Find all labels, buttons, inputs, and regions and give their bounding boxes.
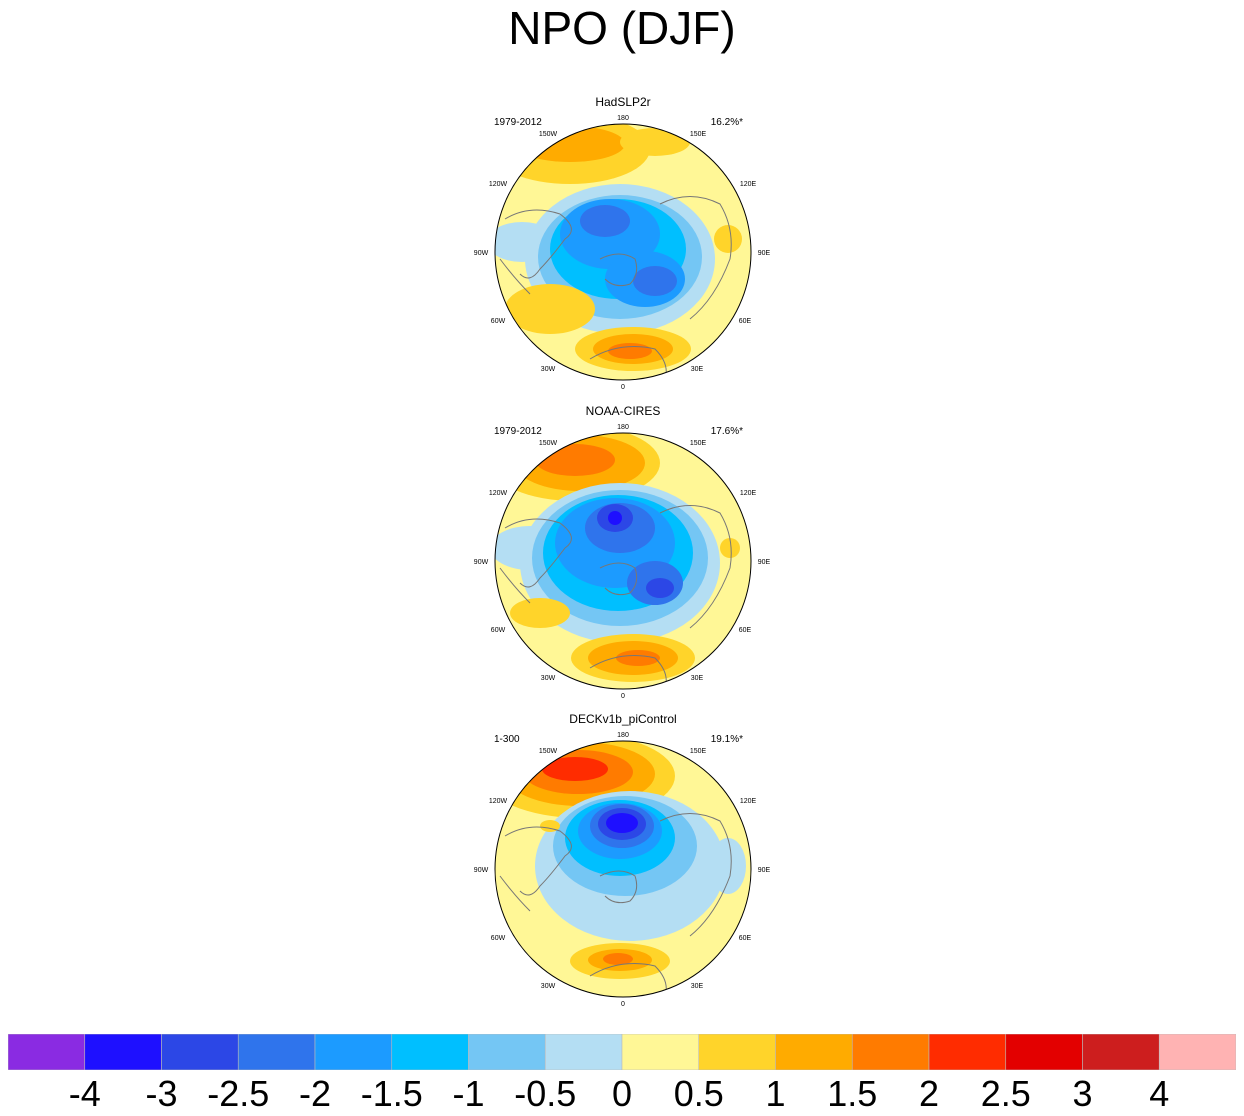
colorbar-tick-label: 3 <box>1072 1073 1093 1114</box>
svg-text:60W: 60W <box>491 318 506 325</box>
panel-title: HadSLP2r <box>595 95 651 109</box>
colorbar-box <box>698 1034 776 1070</box>
colorbar-box <box>544 1034 623 1070</box>
figure-title: NPO (DJF) <box>508 2 736 54</box>
svg-text:30E: 30E <box>691 983 704 990</box>
colorbar-tick-label: 1.5 <box>827 1073 878 1114</box>
map-panel-hadslp2r: HadSLP2r 1979-2012 16.2%* <box>470 95 776 395</box>
colorbar-box <box>237 1034 316 1070</box>
svg-text:150W: 150W <box>539 748 558 755</box>
colorbar <box>8 1034 1236 1070</box>
colorbar-tick-label: -1.5 <box>360 1073 423 1114</box>
anomaly-field <box>495 741 751 997</box>
svg-text:30W: 30W <box>541 366 556 373</box>
svg-text:120W: 120W <box>489 181 508 188</box>
svg-text:150E: 150E <box>690 748 707 755</box>
svg-text:60W: 60W <box>491 627 506 634</box>
colorbar-box <box>468 1034 546 1070</box>
colorbar-tick-label: -2.5 <box>207 1073 270 1114</box>
colorbar-box <box>1005 1034 1083 1070</box>
colorbar-box <box>928 1034 1007 1070</box>
polar-map: 180 150W 150E 120W 120E 90W 90E 60W 60E … <box>474 115 771 391</box>
svg-text:30E: 30E <box>691 366 704 373</box>
colorbar-box <box>1082 1034 1160 1070</box>
anomaly-field <box>495 124 751 380</box>
colorbar-box <box>8 1034 86 1070</box>
colorbar-box <box>84 1034 162 1070</box>
colorbar-tick-label: -1 <box>452 1073 485 1114</box>
colorbar-box <box>775 1034 853 1070</box>
panel-variance-pct: 19.1%* <box>710 734 743 745</box>
svg-text:150E: 150E <box>690 131 707 138</box>
colorbar-tick-label: 0 <box>611 1073 633 1114</box>
map-panel-noaa-cires: NOAA-CIRES 1979-2012 17.6%* <box>470 404 776 704</box>
colorbar-box <box>1158 1034 1236 1070</box>
svg-text:30W: 30W <box>541 675 556 682</box>
svg-text:90W: 90W <box>474 559 489 566</box>
coastlines <box>499 196 732 380</box>
colorbar-tick-label: 0.5 <box>673 1073 724 1114</box>
svg-text:120E: 120E <box>740 490 757 497</box>
colorbar-box <box>161 1034 239 1070</box>
colorbar-box <box>391 1034 469 1070</box>
svg-text:60E: 60E <box>739 318 752 325</box>
panel-title: DECKv1b_piControl <box>569 712 677 726</box>
map-panel-deckv1b-picontrol: DECKv1b_piControl 1-300 19.1%* <box>470 712 776 1012</box>
svg-text:150W: 150W <box>539 131 558 138</box>
panel-period: 1-300 <box>494 734 520 745</box>
svg-text:180: 180 <box>617 115 629 122</box>
svg-text:0: 0 <box>621 1001 625 1008</box>
svg-text:90W: 90W <box>474 250 489 257</box>
panel-variance-pct: 16.2%* <box>710 117 743 128</box>
svg-text:90E: 90E <box>758 250 771 257</box>
svg-text:90E: 90E <box>758 867 771 874</box>
anomaly-field <box>495 433 751 689</box>
svg-text:120E: 120E <box>740 798 757 805</box>
svg-text:30E: 30E <box>691 675 704 682</box>
svg-text:120E: 120E <box>740 181 757 188</box>
colorbar-box <box>851 1034 930 1070</box>
svg-text:150E: 150E <box>690 440 707 447</box>
svg-text:30W: 30W <box>541 983 556 990</box>
svg-text:60E: 60E <box>739 935 752 942</box>
svg-text:150W: 150W <box>539 440 558 447</box>
polar-map: 180 150W 150E 120W 120E 90W 90E 60W 60E … <box>474 424 771 700</box>
coastlines <box>499 505 732 689</box>
coastlines <box>499 813 732 997</box>
colorbar-tick-label: 2.5 <box>980 1073 1031 1114</box>
panel-title: NOAA-CIRES <box>585 404 661 418</box>
colorbar-tick-label: 4 <box>1149 1073 1170 1114</box>
svg-text:120W: 120W <box>489 798 508 805</box>
polar-map: 180 150W 150E 120W 120E 90W 90E 60W 60E … <box>474 732 771 1008</box>
svg-text:180: 180 <box>617 424 629 431</box>
colorbar-box <box>621 1034 700 1070</box>
svg-text:60W: 60W <box>491 935 506 942</box>
colorbar-tick-label: 2 <box>918 1073 940 1114</box>
colorbar-tick-label: -3 <box>145 1073 178 1114</box>
colorbar-tick-label: -2 <box>298 1073 332 1114</box>
colorbar-tick-label: 1 <box>765 1073 786 1114</box>
svg-text:0: 0 <box>621 693 625 700</box>
colorbar-tick-label: -0.5 <box>514 1073 577 1114</box>
svg-text:180: 180 <box>617 732 629 739</box>
colorbar-box <box>314 1034 393 1070</box>
svg-text:60E: 60E <box>739 627 752 634</box>
svg-text:0: 0 <box>621 384 625 391</box>
panel-variance-pct: 17.6%* <box>710 426 743 437</box>
panel-period: 1979-2012 <box>494 426 542 437</box>
svg-text:90W: 90W <box>474 867 489 874</box>
svg-text:120W: 120W <box>489 490 508 497</box>
panel-period: 1979-2012 <box>494 117 542 128</box>
colorbar-tick-label: -4 <box>68 1073 101 1114</box>
svg-text:90E: 90E <box>758 559 771 566</box>
